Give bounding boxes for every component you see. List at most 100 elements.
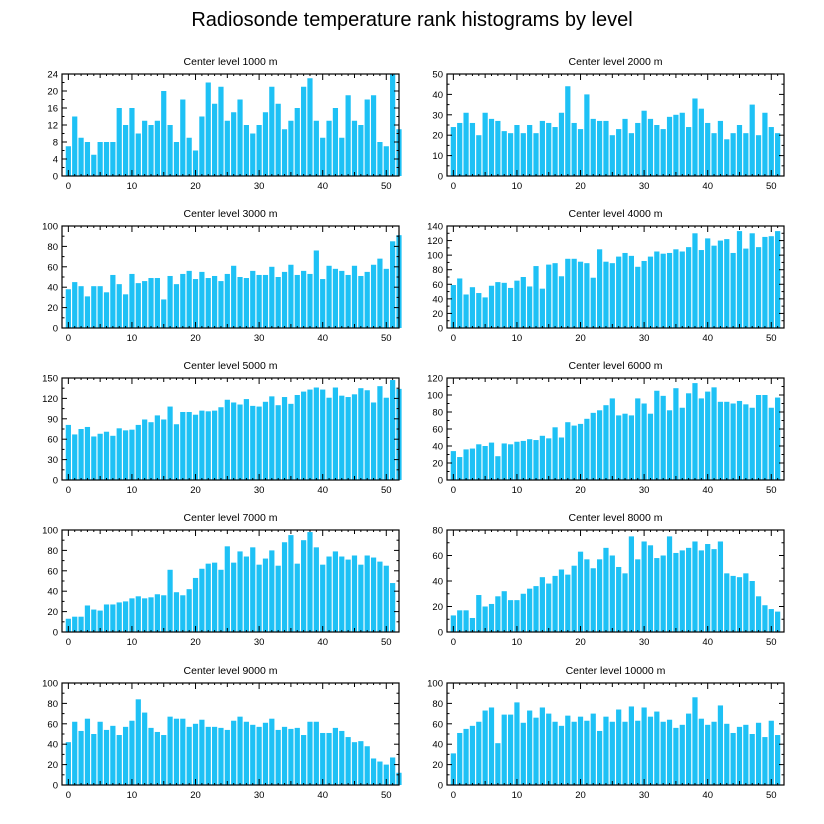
bar	[507, 444, 514, 480]
bar	[345, 397, 351, 480]
y-tick-label: 0	[53, 324, 58, 335]
bar	[326, 265, 332, 328]
x-tick-label: 50	[381, 485, 392, 496]
bar	[749, 407, 755, 480]
bar	[91, 609, 97, 632]
bar	[180, 273, 186, 328]
bar	[390, 74, 396, 176]
y-tick-label: 20	[432, 131, 443, 142]
bar	[231, 265, 237, 328]
bar	[199, 271, 205, 328]
bar	[154, 731, 160, 785]
bar	[622, 721, 628, 785]
bar	[65, 424, 71, 480]
bar	[590, 412, 596, 480]
y-tick-label: 40	[432, 740, 443, 751]
bar	[577, 261, 584, 328]
bar	[692, 98, 698, 176]
bar	[339, 556, 345, 632]
bar	[161, 735, 167, 785]
bar	[72, 116, 78, 176]
x-tick-label: 50	[766, 181, 777, 192]
bar	[103, 604, 110, 632]
bar	[457, 610, 463, 632]
bar	[142, 598, 148, 632]
bar	[84, 718, 91, 785]
bar	[326, 120, 332, 176]
bar	[673, 114, 679, 176]
bar	[768, 720, 774, 785]
bar	[501, 591, 507, 632]
y-tick-label: 40	[47, 740, 58, 751]
bar	[269, 718, 275, 785]
y-tick-label: 0	[53, 476, 58, 487]
bar	[364, 271, 370, 328]
panel-title: Center level 4000 m	[569, 208, 663, 220]
bar	[301, 540, 307, 632]
bar	[603, 405, 609, 480]
bar	[558, 569, 565, 632]
bar	[469, 725, 476, 785]
x-tick-label: 30	[639, 485, 650, 496]
bar	[724, 239, 730, 328]
x-tick-label: 10	[512, 485, 523, 496]
bar	[281, 542, 288, 632]
bar	[345, 737, 351, 785]
bar	[628, 706, 634, 785]
bar	[660, 555, 666, 632]
bar	[698, 718, 704, 785]
bar	[122, 601, 129, 632]
x-tick-label: 20	[575, 485, 586, 496]
bar	[514, 280, 520, 328]
y-tick-label: 40	[432, 442, 443, 453]
bar	[180, 595, 186, 632]
bar	[603, 120, 609, 176]
bar	[129, 720, 135, 785]
y-tick-label: 90	[47, 414, 58, 425]
bar	[72, 282, 78, 328]
x-tick-label: 20	[575, 181, 586, 192]
bar	[717, 541, 724, 632]
bar	[482, 710, 488, 785]
bar	[103, 292, 110, 328]
bar	[597, 410, 603, 480]
bar	[320, 732, 326, 785]
y-tick-label: 0	[438, 628, 443, 639]
bar	[469, 122, 476, 176]
bar	[495, 743, 501, 785]
bar	[129, 598, 135, 632]
bar	[533, 717, 539, 785]
x-tick-label: 20	[575, 637, 586, 648]
bar	[390, 380, 396, 480]
bar	[495, 282, 501, 328]
bar	[224, 120, 230, 176]
bar	[565, 422, 571, 480]
bar	[679, 550, 685, 632]
bar	[186, 137, 192, 176]
y-tick-label: 100	[42, 679, 58, 690]
bar	[616, 256, 622, 328]
bar	[660, 721, 666, 785]
bar	[647, 716, 654, 785]
bar	[103, 431, 110, 480]
histogram-panel-4: Center level 4000 m 0 20 40 60 80 100 120 140 0 10…	[427, 208, 785, 344]
bar	[628, 133, 634, 176]
bar	[154, 415, 160, 480]
bar	[84, 142, 91, 176]
bar	[301, 391, 307, 480]
bar	[539, 120, 545, 176]
bar	[224, 399, 230, 480]
bar	[590, 713, 596, 785]
panel-title: Center level 3000 m	[184, 208, 278, 220]
y-tick-label: 20	[432, 602, 443, 613]
x-tick-label: 10	[127, 637, 138, 648]
histogram-panel-5: Center level 5000 m 0 30 60 90 120 150 0 10 20 30 4…	[42, 360, 402, 496]
bar	[154, 278, 160, 328]
bar	[345, 274, 351, 328]
bar	[476, 135, 482, 176]
bar	[84, 426, 91, 480]
y-tick-label: 4	[53, 155, 58, 166]
bar	[161, 595, 167, 632]
bar	[256, 564, 262, 632]
bar	[647, 256, 654, 328]
